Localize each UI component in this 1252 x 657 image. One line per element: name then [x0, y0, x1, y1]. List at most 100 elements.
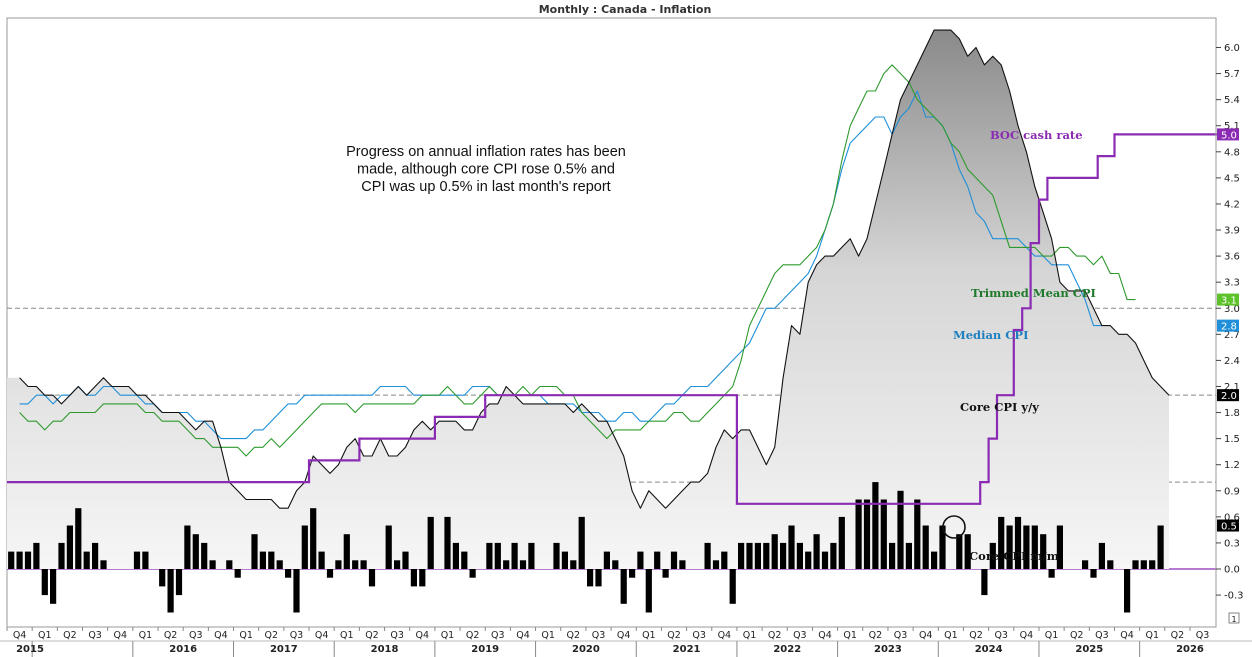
core-cpi-mm-bar — [33, 542, 40, 569]
x-quarter-label: Q3 — [692, 630, 706, 641]
core-cpi-mm-bar — [100, 560, 107, 569]
core-cpi-mm-bar — [780, 542, 787, 569]
core-cpi-mm-bar — [712, 560, 720, 569]
x-quarter-label: Q2 — [969, 630, 983, 641]
core-cpi-mm-bar — [268, 551, 275, 569]
y-tick-label: 4.8 — [1224, 147, 1240, 158]
core-cpi-mm-bar — [352, 560, 359, 569]
core-cpi-mm-bar — [1056, 525, 1063, 569]
core-cpi-mm-bar — [603, 551, 610, 569]
x-quarter-label: Q3 — [290, 630, 304, 641]
scroll-corner-glyph: 1 — [1231, 615, 1236, 624]
core-cpi-mm-bar — [75, 508, 82, 569]
core-cpi-mm-bar — [796, 542, 803, 569]
core-cpi-mm-bar — [578, 516, 585, 569]
core-cpi-mm-bar — [662, 569, 669, 578]
core-cpi-mm-bar — [469, 569, 476, 578]
core-cpi-mm-bar — [1023, 525, 1030, 569]
x-quarter-label: Q1 — [944, 630, 958, 641]
core-cpi-mm-bar — [201, 542, 208, 569]
core-cpi-mm-bar — [956, 534, 963, 569]
boc-cash-rate-badge: 5.0 — [1221, 130, 1237, 141]
x-year-label: 2019 — [471, 644, 499, 655]
core-cpi-mm-bar — [343, 534, 350, 569]
x-quarter-label: Q1 — [1045, 630, 1059, 641]
x-quarter-label: Q4 — [13, 630, 27, 641]
y-tick-label: 1.8 — [1224, 408, 1240, 419]
core-cpi-mm-bar — [754, 542, 761, 569]
core-cpi-mm-bar — [519, 560, 527, 569]
core-cpi-mm-bar — [1014, 516, 1022, 569]
x-quarter-label: Q2 — [164, 630, 178, 641]
x-quarter-label: Q4 — [617, 630, 631, 641]
y-tick-label: -0.3 — [1224, 591, 1244, 602]
core-cpi-mm-bar — [771, 534, 778, 569]
x-quarter-label: Q3 — [994, 630, 1008, 641]
x-quarter-label: Q3 — [189, 630, 203, 641]
x-year-label: 2015 — [16, 644, 44, 655]
y-tick-label: 0.6 — [1224, 512, 1240, 523]
x-quarter-label: Q1 — [541, 630, 555, 641]
x-year-label: 2020 — [572, 644, 600, 655]
core-cpi-mm-bar — [880, 499, 887, 569]
core-cpi-mm-bar — [872, 482, 879, 569]
core-cpi-mm-bar — [486, 542, 493, 569]
core-cpi-mm-bar — [964, 534, 971, 569]
core-cpi-mm-bar — [24, 551, 32, 569]
x-quarter-label: Q1 — [843, 630, 857, 641]
x-year-label: 2021 — [673, 644, 701, 655]
core-cpi-mm-bar — [419, 569, 426, 587]
x-quarter-label: Q3 — [793, 630, 807, 641]
x-quarter-label: Q2 — [466, 630, 480, 641]
core-cpi-mm-bar — [863, 499, 871, 569]
y-tick-label: 5.1 — [1224, 121, 1240, 132]
y-tick-label: 3.3 — [1224, 278, 1240, 289]
core-cpi-mm-bar — [595, 569, 602, 587]
core-cpi-mm-bar — [494, 542, 501, 569]
y-tick-label: 6.0 — [1224, 43, 1240, 54]
core-cpi-yy-badge-bg — [1217, 389, 1239, 402]
core-cpi-mm-bar — [1132, 560, 1139, 569]
x-year-label: 2023 — [874, 644, 902, 655]
core-cpi-mm-bar — [855, 499, 862, 569]
core-cpi-mm-bar — [427, 516, 434, 569]
x-quarter-label: Q2 — [365, 630, 379, 641]
core-cpi-mm-bar — [335, 560, 342, 569]
y-tick-label: 4.2 — [1224, 199, 1240, 210]
x-year-label: 2016 — [169, 644, 197, 655]
trimmed-mean-cpi-line — [19, 64, 1136, 457]
latest-bar-highlight-circle — [942, 515, 966, 539]
core-cpi-mm-bar — [738, 542, 745, 569]
core-cpi-mm-bar — [763, 542, 770, 569]
annotation-line: CPI was up 0.5% in last month's report — [361, 179, 610, 195]
x-quarter-label: Q4 — [919, 630, 933, 641]
annotation-line: made, although core CPI rose 0.5% and — [357, 162, 615, 178]
core-cpi-mm-bar — [276, 560, 283, 569]
core-cpi-mm-bar — [285, 569, 292, 578]
core-cpi-mm-bar — [670, 551, 678, 569]
core-cpi-mm-bar — [528, 542, 535, 569]
core-cpi-mm-bar — [66, 525, 73, 569]
core-cpi-mm-bar — [838, 516, 845, 569]
annotation-text: Progress on annual inflation rates has b… — [346, 144, 626, 195]
core-cpi-mm-bar — [1098, 542, 1105, 569]
x-quarter-label: Q1 — [38, 630, 52, 641]
x-quarter-label: Q1 — [139, 630, 153, 641]
core-cpi-mm-bar — [914, 499, 921, 569]
y-tick-label: 2.4 — [1224, 356, 1240, 367]
y-tick-label: 3.0 — [1224, 304, 1240, 315]
scroll-corner-button[interactable] — [1228, 612, 1240, 624]
core-cpi-mm-bar — [326, 569, 334, 578]
core-cpi-mm-bar — [50, 569, 57, 604]
core-cpi-mm-bar — [444, 516, 451, 569]
x-quarter-label: Q1 — [441, 630, 455, 641]
core-cpi-yy-badge: 2.0 — [1221, 391, 1237, 402]
x-quarter-label: Q3 — [88, 630, 102, 641]
y-tick-label: 5.4 — [1224, 95, 1240, 106]
core-cpi-yy-line — [19, 29, 1170, 509]
y-tick-label: 3.6 — [1224, 252, 1240, 263]
core-cpi-mm-bar — [1149, 560, 1156, 569]
x-quarter-label: Q2 — [869, 630, 883, 641]
core-cpi-mm-bar — [1140, 560, 1147, 569]
core-cpi-mm-bar — [385, 525, 392, 569]
